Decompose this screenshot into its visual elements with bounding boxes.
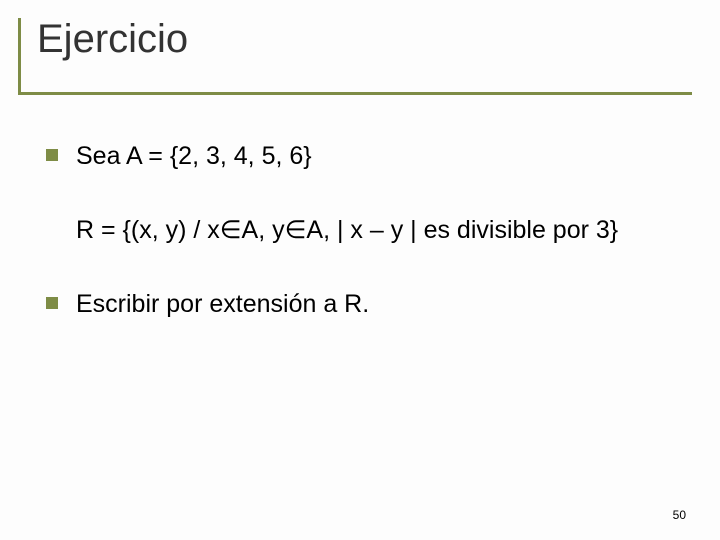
slide-content: Sea A = {2, 3, 4, 5, 6} R = {(x, y) / x∈… [18,92,692,321]
slide: Ejercicio Sea A = {2, 3, 4, 5, 6} R = {(… [0,0,720,540]
list-item: R = {(x, y) / x∈A, y∈A, | x – y | es div… [46,214,682,248]
list-item-text: R = {(x, y) / x∈A, y∈A, | x – y | es div… [76,214,618,248]
list-item: Escribir por extensión a R. [46,288,682,322]
square-bullet-icon [46,149,58,161]
list-item-text: Sea A = {2, 3, 4, 5, 6} [76,140,312,174]
title-accent-bar: Ejercicio [18,18,692,92]
title-underline [18,92,692,95]
slide-title: Ejercicio [27,18,188,60]
square-bullet-icon [46,297,58,309]
list-item-text: Escribir por extensión a R. [76,288,369,322]
page-number: 50 [673,508,686,522]
list-item: Sea A = {2, 3, 4, 5, 6} [46,140,682,174]
